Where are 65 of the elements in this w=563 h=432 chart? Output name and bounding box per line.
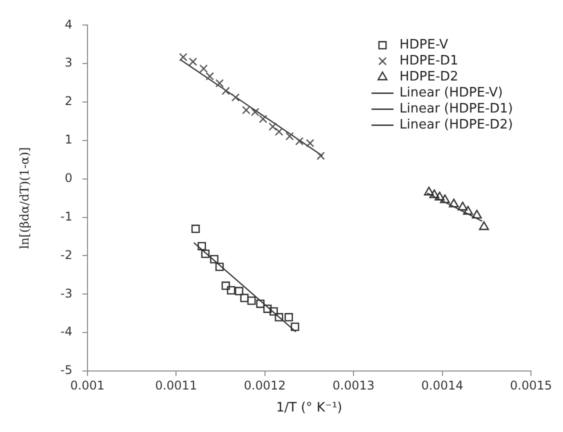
x-tick-label: 0.0012 [244,378,286,392]
y-tick-label: -2 [60,248,72,262]
point [316,152,325,160]
point [448,198,459,208]
point [258,114,268,124]
point [179,52,188,62]
y-tick-label: -1 [60,209,72,224]
legend-label: HDPE-V [400,38,448,53]
point [263,304,272,313]
y-tick-label: 2 [64,94,72,108]
legend-label: Linear (HDPE-D1) [400,102,514,117]
point [274,313,284,322]
point [188,58,198,66]
point [210,255,218,264]
point [240,294,249,302]
point [215,79,224,88]
point [463,206,473,215]
point [198,242,206,250]
legend-label: HDPE-D2 [400,70,458,85]
point [458,202,468,210]
point [222,282,230,290]
point [274,127,284,136]
point [256,300,265,308]
point [440,194,450,204]
point [472,210,482,219]
legend-label: Linear (HDPE-D2) [400,118,514,133]
point [234,286,244,296]
y-tick-label: 1 [64,132,72,147]
x-tick-label: 0.0015 [510,378,552,392]
x-tick-label: 0.001 [70,378,105,392]
x-tick-label: 0.0014 [421,378,464,392]
point [270,307,278,316]
point [285,132,294,140]
y-tick-label: 4 [64,17,72,32]
point [284,313,293,322]
point [250,108,260,116]
y-axis-title: ln[(βdα/dT)(1-α)] [17,147,32,250]
x-axis-title: 1/T (° K⁻¹) [276,400,342,416]
point [247,296,256,305]
point [268,122,277,131]
y-tick-label: 0 [64,171,72,186]
point [478,221,489,230]
y-tick-label: -3 [60,286,72,300]
point [201,250,210,258]
point [424,186,434,196]
point [434,192,445,200]
y-tick-label: -5 [60,363,72,378]
point [215,262,224,272]
point [429,189,440,198]
point [226,286,236,294]
point [242,106,250,114]
point [199,64,208,73]
y-tick-label: -4 [60,324,72,339]
point [191,224,200,234]
legend-label: Linear (HDPE-V) [400,86,503,101]
x-tick-label: 0.0011 [155,378,198,392]
x-tick-label: 0.0013 [332,378,375,392]
point [306,138,314,148]
y-tick-label: 3 [64,56,72,70]
point [290,322,300,331]
legend-label: HDPE-D1 [400,54,458,69]
point [206,72,214,80]
point [295,137,304,146]
point [231,93,240,102]
point [222,86,230,96]
